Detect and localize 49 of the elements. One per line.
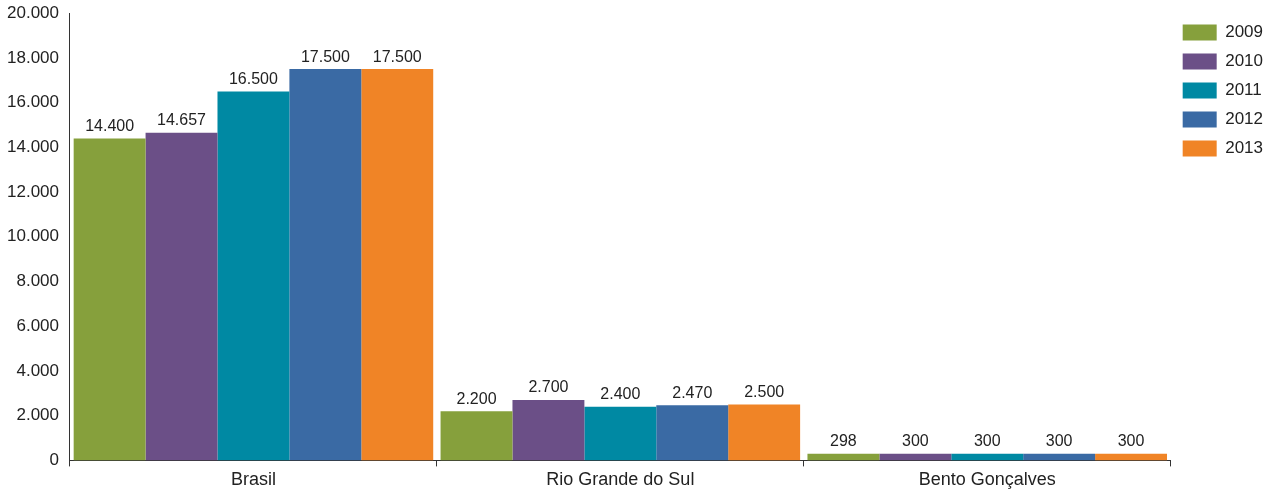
y-tick-label: 12.000 — [7, 181, 59, 201]
data-label: 2.700 — [528, 378, 569, 396]
x-tick-label: Rio Grande do Sul — [546, 469, 695, 490]
y-tick-label: 2.000 — [16, 405, 59, 425]
data-label: 2.470 — [672, 383, 713, 401]
y-tick-label: 16.000 — [7, 92, 59, 112]
data-label: 14.400 — [85, 116, 135, 134]
legend-label: 2009 — [1225, 22, 1264, 42]
x-tick-label: Brasil — [230, 469, 276, 490]
y-tick-label: 6.000 — [16, 315, 59, 335]
bar — [728, 404, 801, 461]
bar — [361, 69, 434, 461]
bar — [73, 138, 146, 461]
y-tick-label: 4.000 — [16, 360, 59, 380]
data-label: 14.657 — [157, 111, 207, 129]
data-label: 2.200 — [456, 389, 497, 407]
x-tick-label: Bento Gonçalves — [918, 469, 1056, 490]
legend-label: 2010 — [1225, 51, 1264, 71]
bar — [1095, 453, 1168, 461]
data-label: 300 — [1045, 432, 1073, 450]
data-label: 17.500 — [300, 47, 350, 65]
y-tick-label: 0 — [49, 450, 59, 470]
data-label: 17.500 — [372, 47, 422, 65]
data-label: 300 — [973, 432, 1001, 450]
bar — [217, 91, 290, 461]
bar — [879, 453, 952, 461]
data-label: 300 — [901, 432, 929, 450]
bar — [289, 69, 362, 461]
y-tick-label: 18.000 — [7, 47, 59, 67]
data-label: 2.500 — [744, 382, 785, 400]
bar — [512, 400, 585, 461]
y-tick-label: 14.000 — [7, 137, 59, 157]
y-tick-label: 10.000 — [7, 226, 59, 246]
legend-label: 2012 — [1225, 109, 1264, 129]
data-label: 16.500 — [228, 69, 279, 87]
bar — [584, 406, 657, 461]
data-label: 2.400 — [600, 385, 641, 403]
legend-label: 2011 — [1225, 80, 1262, 100]
bar — [807, 453, 880, 461]
y-tick-label: 8.000 — [16, 271, 59, 291]
bar — [1023, 453, 1096, 461]
legend-label: 2013 — [1225, 138, 1264, 158]
bar — [145, 132, 218, 461]
bar — [656, 405, 729, 461]
bar — [440, 411, 513, 461]
bar — [951, 453, 1024, 461]
y-tick-label: 20.000 — [7, 2, 59, 22]
data-label: 298 — [830, 432, 857, 450]
data-label: 300 — [1117, 432, 1145, 450]
